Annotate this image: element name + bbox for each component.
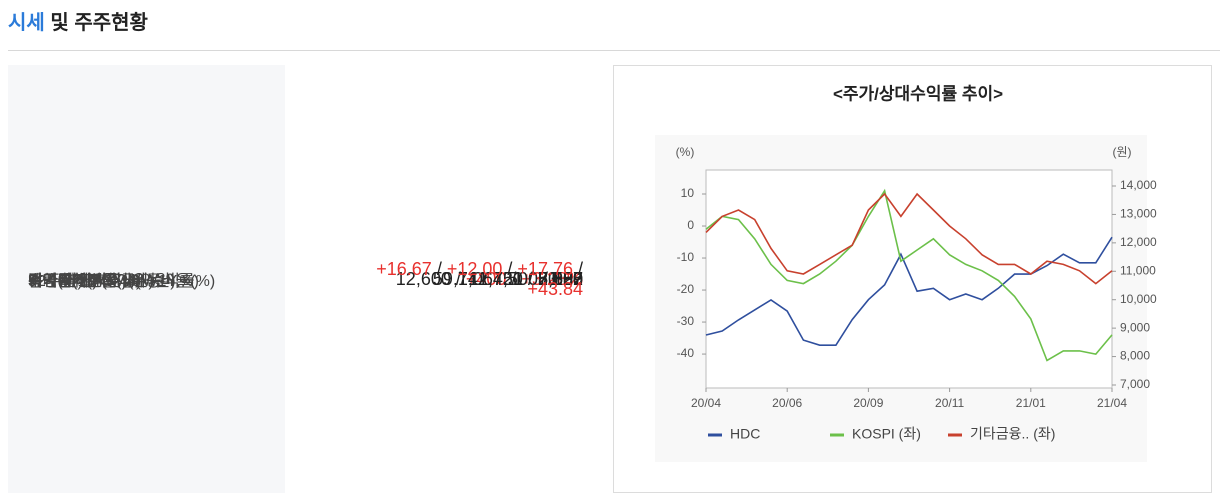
label-column <box>8 65 285 493</box>
value-part: 5,000 <box>537 269 583 289</box>
row-label: 종가(원)/전일대비/수익률 <box>28 273 195 290</box>
value-part: +3.28% <box>521 269 583 289</box>
y2-tick-label: 8,000 <box>1120 349 1150 363</box>
value-part: 7,527 <box>537 269 583 289</box>
table-row: 수익률(1M/3M/6M/1Y,%) +16.67 / +12.00 / +17.… <box>8 259 600 461</box>
row-value: 21.85 <box>343 269 583 289</box>
row-value: 0.97 <box>343 269 583 289</box>
value-part: / <box>450 269 466 289</box>
y2-tick-label: 12,000 <box>1120 235 1157 249</box>
title-part: 시세 <box>8 12 45 34</box>
value-part: 12,750 / 8,350 <box>467 269 583 289</box>
y2-tick-label: 13,000 <box>1120 207 1157 221</box>
value-part: +16.67 <box>376 259 432 279</box>
value-part: +400 <box>465 269 507 289</box>
row-label: 액면가(원) <box>28 273 98 290</box>
value-part: 0.97 <box>547 269 583 289</box>
row-value: 12,600 / +400 / +3.28% <box>343 269 583 289</box>
series-line <box>705 188 1113 362</box>
series-line <box>705 236 1113 346</box>
value-part: 1,064,500 / 132 <box>457 269 583 289</box>
y2-tick-label: 10,000 <box>1120 292 1157 306</box>
row-label: 52주 최고/최저(원) <box>28 273 154 290</box>
y2-axis-unit: (원) <box>1112 145 1131 159</box>
row-label: 발행주식수(주)/유동비율(%) <box>28 273 216 290</box>
y2-tick-label: 9,000 <box>1120 320 1150 334</box>
row-value: 7,527 <box>343 269 583 289</box>
row-label: 외국인지분율(%) <box>28 273 142 290</box>
table-row: 발행주식수(주)/유동비율(%) 59,741,721 / 53.59 <box>8 269 600 373</box>
table-row: 52주 최고/최저(원) 12,750 / 8,350 <box>8 109 600 290</box>
x-tick-label: 21/04 <box>1097 396 1127 410</box>
row-label: 52주베타 <box>28 273 90 290</box>
y2-tick-label: 7,000 <box>1120 377 1150 391</box>
row-value: 1,064,500 / 132 <box>343 269 583 289</box>
title-part: 및 주주현황 <box>44 12 148 34</box>
table-row: 시가총액(억원) 7,527 <box>8 241 600 290</box>
info-table: 종가(원)/전일대비/수익률 12,600 / +400 / +3.28% 52주 … <box>8 65 600 493</box>
row-label: 수익률(1M/3M/6M/1Y,%) <box>28 273 200 290</box>
x-tick-label: 20/11 <box>935 396 964 410</box>
table-row: 52주베타 0.97 <box>8 269 600 329</box>
row-value: 5,000 <box>343 269 583 289</box>
x-tick-label: 20/09 <box>853 396 883 410</box>
y2-tick-label: 14,000 <box>1120 178 1157 192</box>
section-title: 시세 및 주주현황 <box>8 6 148 35</box>
row-label: 시가총액(억원) <box>28 273 127 290</box>
legend-label: HDC <box>730 426 760 442</box>
divider <box>8 50 1220 51</box>
x-tick-label: 21/01 <box>1016 396 1046 410</box>
y-tick-label: -40 <box>677 346 695 360</box>
x-tick-label: 20/04 <box>691 396 721 410</box>
value-part: 21.85 <box>537 269 583 289</box>
x-tick-label: 20/06 <box>772 396 802 410</box>
y-tick-label: -30 <box>677 314 695 328</box>
value-part: 12,600 <box>395 269 451 289</box>
legend-label: KOSPI (좌) <box>852 426 921 442</box>
value-part: / <box>506 269 522 289</box>
value-part: / <box>431 259 447 279</box>
value-part: +12.00 <box>446 259 503 279</box>
y-tick-label: -20 <box>677 282 695 296</box>
row-value: 12,750 / 8,350 <box>343 269 583 289</box>
legend-label: 기타금융.. (좌) <box>970 426 1055 442</box>
y-tick-label: -10 <box>677 250 695 264</box>
y-tick-label: 0 <box>687 218 694 232</box>
y-axis-unit: (%) <box>676 145 695 159</box>
table-row: 액면가(원) 5,000 <box>8 153 600 290</box>
y-tick-label: 10 <box>681 186 695 200</box>
row-value: 59,741,721 / 53.59 <box>343 269 583 289</box>
chart-panel <box>613 65 1212 493</box>
row-label: 거래량/거래대금(억원) <box>28 273 176 290</box>
value-part: / <box>572 259 583 279</box>
value-part: +17.76 <box>517 259 573 279</box>
plot-frame <box>705 169 1113 389</box>
value-part: / <box>502 259 518 279</box>
y2-tick-label: 11,000 <box>1120 263 1156 277</box>
value-part: 59,741,721 / 53.59 <box>432 269 583 289</box>
table-row: 거래량/거래대금(억원) 1,064,500 / 132 <box>8 197 600 290</box>
series-line <box>705 192 1113 285</box>
row-value: +16.67 / +12.00 / +17.76 / +43.84 <box>343 259 583 299</box>
table-row: 종가(원)/전일대비/수익률 12,600 / +400 / +3.28% <box>8 65 600 290</box>
table-row: 외국인지분율(%) 21.85 <box>8 269 600 417</box>
value-part: +43.84 <box>527 279 583 299</box>
chart-title: <주가/상대수익률 추이> <box>833 84 1003 103</box>
